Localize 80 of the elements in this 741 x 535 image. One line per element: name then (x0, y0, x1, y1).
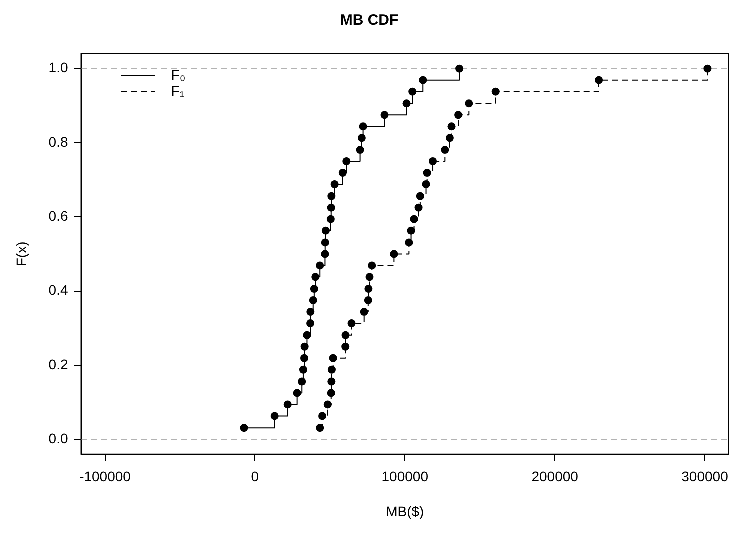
point (348, 320, 356, 328)
point (306, 320, 315, 328)
point (328, 192, 336, 200)
point (329, 354, 338, 362)
point (454, 111, 463, 120)
x-axis-title: MB($) (386, 503, 424, 520)
point (293, 389, 302, 398)
point (300, 342, 309, 351)
y-tick-label: 1.0 (48, 60, 68, 76)
point (310, 285, 318, 294)
point (322, 226, 330, 235)
point (240, 424, 248, 432)
point (390, 250, 398, 258)
point (300, 354, 309, 362)
point (312, 273, 320, 282)
point (380, 111, 389, 120)
point (360, 308, 368, 316)
x-tick-label: 200000 (532, 468, 579, 485)
point (316, 424, 324, 432)
point (342, 158, 351, 166)
x-tick-label: 300000 (682, 468, 729, 485)
point (492, 88, 500, 96)
point (327, 389, 336, 398)
point (414, 204, 423, 212)
point (338, 169, 347, 178)
y-axis-title: F(x) (13, 242, 30, 267)
point (328, 366, 336, 374)
x-tick-label: 100000 (382, 468, 429, 485)
point (321, 250, 330, 258)
legend-label: F₀ (171, 66, 186, 83)
point (408, 88, 417, 96)
y-tick-label: 0.8 (48, 134, 68, 150)
point (441, 146, 450, 154)
legend-label: F₁ (171, 82, 185, 99)
point (407, 226, 416, 235)
y-tick-label: 0.4 (48, 282, 68, 298)
point (456, 64, 464, 73)
point (405, 238, 414, 247)
point (327, 204, 336, 212)
point (416, 192, 424, 200)
y-tick-label: 0.2 (48, 356, 68, 372)
point (422, 180, 430, 188)
x-tick-label: -100000 (80, 468, 132, 485)
point (366, 273, 374, 282)
point (429, 158, 438, 166)
point (410, 215, 418, 224)
point (324, 400, 332, 409)
point (359, 122, 368, 131)
point (368, 262, 376, 270)
point (356, 146, 364, 154)
y-tick-label: 0.0 (48, 430, 68, 446)
point (423, 169, 432, 178)
point (298, 378, 306, 386)
point (448, 122, 456, 131)
point (303, 331, 312, 340)
point (364, 296, 372, 305)
point (364, 285, 373, 294)
point (270, 412, 279, 420)
point (342, 331, 350, 340)
point (321, 238, 330, 247)
chart-title: MB CDF (340, 12, 399, 30)
point (328, 378, 336, 386)
point (306, 308, 315, 316)
x-tick-label: 0 (251, 468, 260, 485)
point (318, 412, 327, 420)
point (704, 64, 712, 73)
point (402, 100, 411, 108)
point (358, 134, 366, 142)
point (595, 76, 604, 84)
point (446, 134, 454, 142)
point (284, 400, 292, 409)
point (326, 215, 335, 224)
point (342, 342, 350, 351)
point (419, 76, 428, 84)
point (465, 100, 474, 108)
point (309, 296, 318, 305)
point (330, 180, 339, 188)
point (316, 262, 324, 270)
y-tick-label: 0.6 (48, 208, 68, 224)
point (299, 366, 308, 374)
